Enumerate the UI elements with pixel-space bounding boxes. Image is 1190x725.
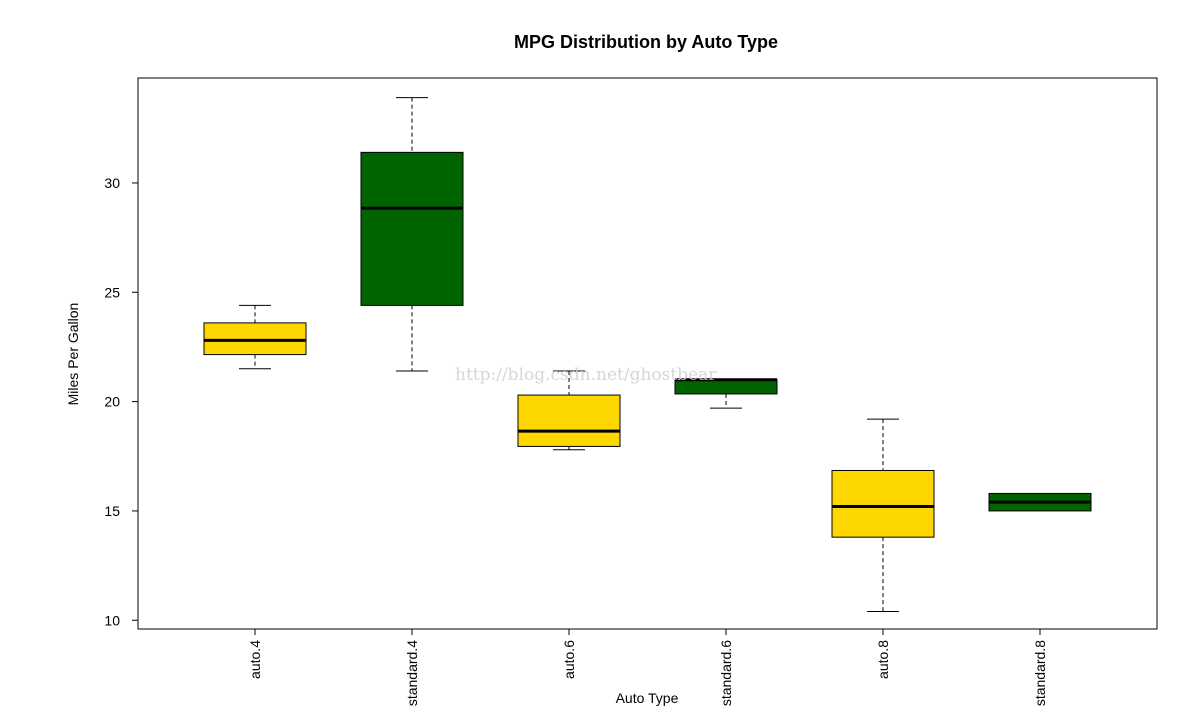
box-standard-4 bbox=[360, 97, 464, 372]
iqr-box bbox=[517, 394, 621, 447]
box-standard-8 bbox=[988, 492, 1092, 512]
x-tick-label: standard.6 bbox=[718, 640, 734, 706]
x-tick-label: standard.8 bbox=[1032, 640, 1048, 706]
y-tick-label: 15 bbox=[104, 503, 120, 519]
x-tick-label: auto.4 bbox=[247, 640, 263, 679]
y-tick-label: 30 bbox=[104, 175, 120, 191]
x-axis-label: Auto Type bbox=[616, 690, 679, 706]
box-standard-6 bbox=[674, 378, 778, 409]
chart-title: MPG Distribution by Auto Type bbox=[514, 32, 778, 52]
watermark: http://blog.csdn.net/ghostbear bbox=[455, 365, 717, 385]
box-auto-6 bbox=[517, 370, 621, 451]
iqr-box bbox=[360, 151, 464, 306]
x-tick-label: auto.8 bbox=[875, 640, 891, 679]
box-auto-8 bbox=[831, 418, 935, 613]
iqr-box bbox=[831, 469, 935, 538]
x-tick-label: standard.4 bbox=[404, 640, 420, 706]
iqr-box bbox=[203, 322, 307, 356]
y-tick-label: 10 bbox=[104, 612, 120, 628]
x-axis: auto.4 standard.4 auto.6 standard.6 auto.8 st… bbox=[247, 628, 1048, 706]
boxes-layer bbox=[203, 97, 1092, 613]
y-axis-label: Miles Per Gallon bbox=[65, 303, 81, 406]
y-axis: 10 15 20 25 30 bbox=[104, 175, 139, 628]
x-tick-label: auto.6 bbox=[561, 640, 577, 679]
box-auto-4 bbox=[203, 304, 307, 370]
y-tick-label: 25 bbox=[104, 284, 120, 300]
y-tick-label: 20 bbox=[104, 394, 120, 410]
